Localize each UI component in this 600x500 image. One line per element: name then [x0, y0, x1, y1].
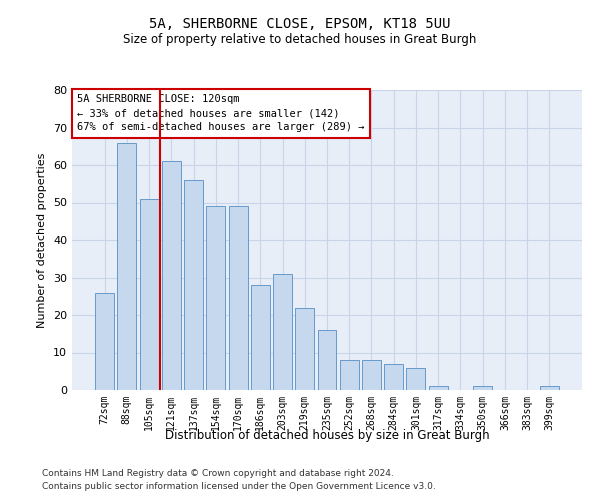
Text: Contains public sector information licensed under the Open Government Licence v3: Contains public sector information licen… — [42, 482, 436, 491]
Bar — [118, 142, 136, 390]
Bar — [184, 180, 203, 390]
Bar — [384, 364, 403, 390]
Bar — [140, 198, 158, 390]
Bar — [229, 206, 248, 390]
Bar — [162, 161, 181, 390]
Bar — [317, 330, 337, 390]
Text: Distribution of detached houses by size in Great Burgh: Distribution of detached houses by size … — [164, 428, 490, 442]
Bar — [273, 274, 292, 390]
Text: Contains HM Land Registry data © Crown copyright and database right 2024.: Contains HM Land Registry data © Crown c… — [42, 468, 394, 477]
Bar — [340, 360, 359, 390]
Bar — [95, 292, 114, 390]
Bar — [362, 360, 381, 390]
Text: 5A SHERBORNE CLOSE: 120sqm
← 33% of detached houses are smaller (142)
67% of sem: 5A SHERBORNE CLOSE: 120sqm ← 33% of deta… — [77, 94, 365, 132]
Text: 5A, SHERBORNE CLOSE, EPSOM, KT18 5UU: 5A, SHERBORNE CLOSE, EPSOM, KT18 5UU — [149, 18, 451, 32]
Y-axis label: Number of detached properties: Number of detached properties — [37, 152, 47, 328]
Bar — [429, 386, 448, 390]
Bar — [473, 386, 492, 390]
Bar — [251, 285, 270, 390]
Bar — [540, 386, 559, 390]
Bar — [295, 308, 314, 390]
Text: Size of property relative to detached houses in Great Burgh: Size of property relative to detached ho… — [124, 32, 476, 46]
Bar — [406, 368, 425, 390]
Bar — [206, 206, 225, 390]
